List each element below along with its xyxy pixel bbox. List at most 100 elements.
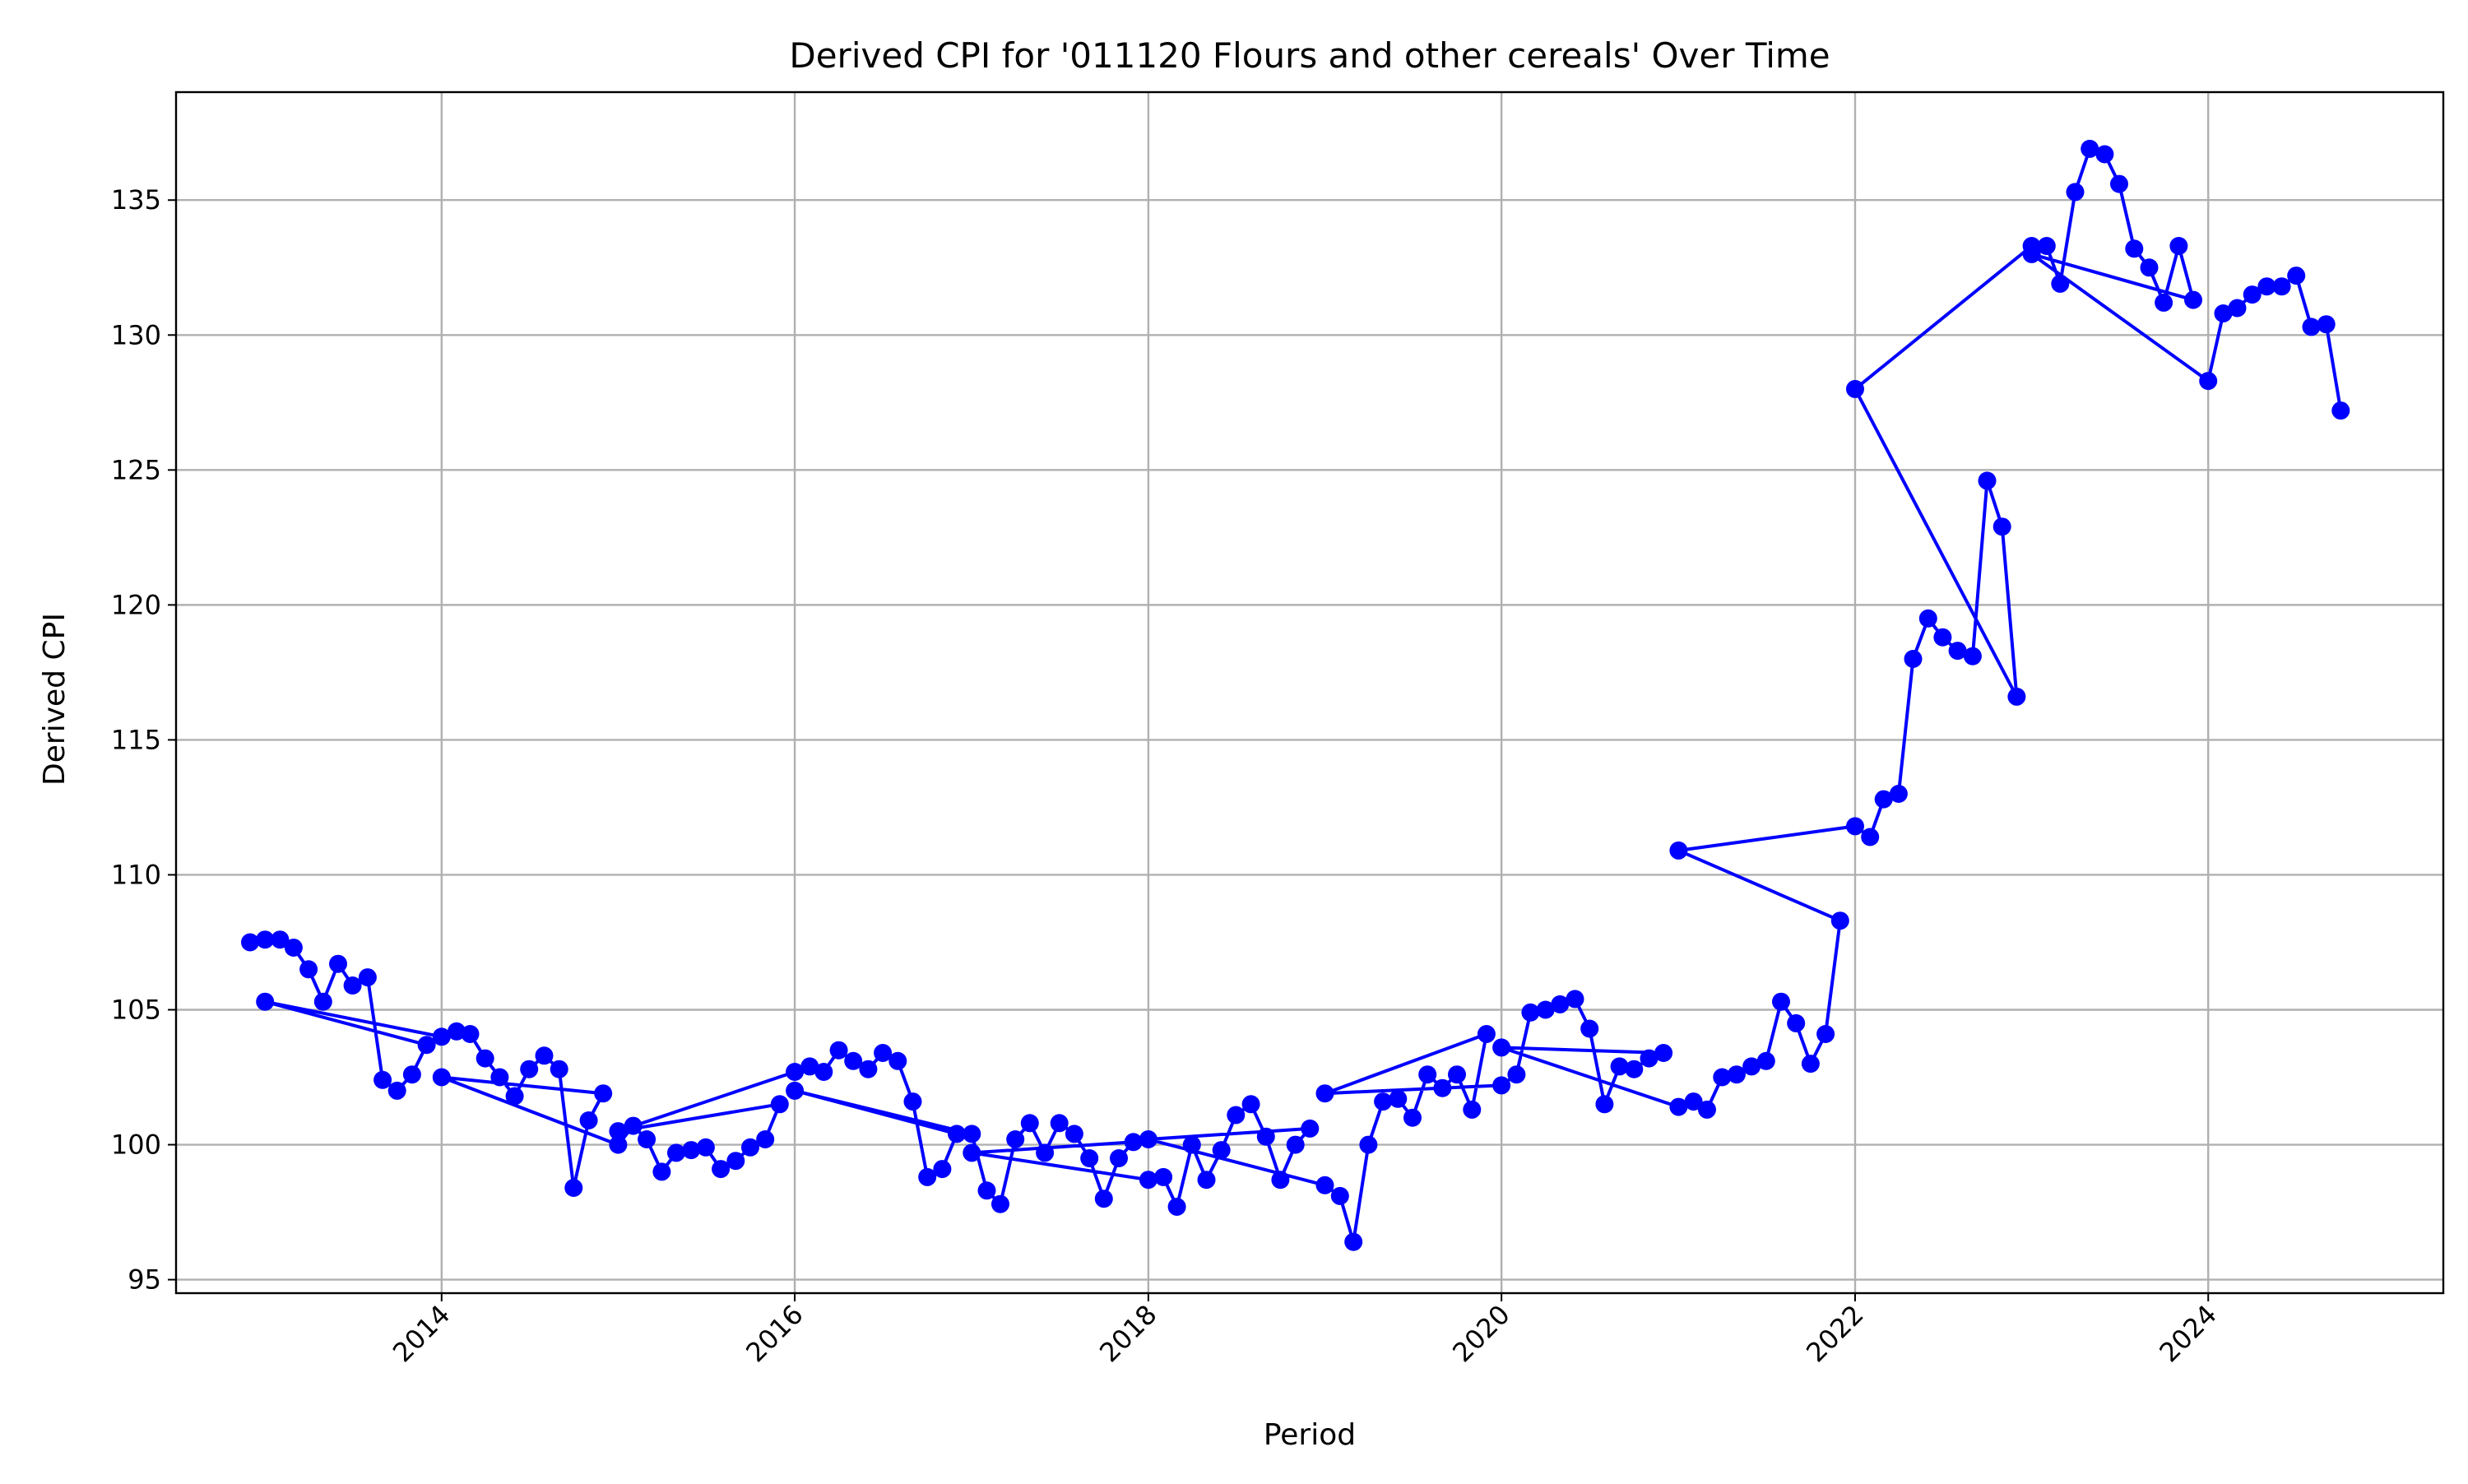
data-point: [1948, 642, 1967, 661]
data-point: [786, 1063, 805, 1081]
data-point: [1006, 1130, 1025, 1148]
data-point: [933, 1160, 952, 1179]
data-point: [579, 1111, 598, 1129]
data-point: [432, 1027, 451, 1046]
data-point: [2081, 139, 2099, 158]
data-point: [1080, 1149, 1099, 1167]
data-point: [1846, 379, 1864, 398]
data-point: [402, 1065, 421, 1084]
data-point: [1403, 1108, 1422, 1127]
grid: [176, 92, 2443, 1293]
data-point: [1861, 828, 1880, 846]
data-point: [1154, 1167, 1173, 1186]
data-point: [1197, 1171, 1216, 1190]
data-point: [1566, 990, 1584, 1009]
data-point: [490, 1068, 509, 1087]
data-point: [1359, 1135, 1378, 1154]
data-point: [2095, 145, 2114, 164]
data-point: [1477, 1025, 1496, 1043]
data-point: [1830, 911, 1849, 930]
data-point: [2007, 687, 2026, 706]
data-point: [1756, 1051, 1775, 1070]
data-point: [1698, 1100, 1716, 1119]
data-point: [2051, 274, 2070, 293]
data-point: [1448, 1065, 1466, 1084]
data-point: [1727, 1065, 1746, 1084]
plot-frame: [174, 90, 2445, 1295]
data-point: [1625, 1060, 1644, 1078]
data-point: [786, 1081, 805, 1100]
data-point: [2125, 239, 2144, 258]
y-tick-label: 120: [111, 589, 161, 620]
y-tick-label: 125: [111, 454, 161, 485]
y-tick-label: 135: [111, 184, 161, 216]
chart-title: Derived CPI for '011120 Flours and other…: [789, 35, 1830, 76]
data-point: [2169, 237, 2188, 255]
data-point: [991, 1194, 1009, 1213]
data-point: [448, 1022, 466, 1041]
data-point: [2140, 258, 2159, 277]
data-point: [417, 1036, 436, 1055]
data-point: [1992, 517, 2011, 536]
data-point: [1772, 992, 1790, 1011]
data-point: [2214, 304, 2233, 322]
data-point: [1286, 1135, 1305, 1154]
data-point: [888, 1051, 907, 1070]
data-point: [1374, 1092, 1393, 1111]
data-point: [343, 976, 362, 995]
data-point: [977, 1181, 996, 1200]
data-point: [609, 1135, 628, 1154]
data-point: [550, 1060, 568, 1078]
data-point: [652, 1162, 671, 1181]
data-point: [963, 1125, 981, 1143]
data-point: [1020, 1114, 1039, 1133]
data-point: [1742, 1057, 1761, 1076]
data-point: [432, 1068, 451, 1087]
data-point: [1889, 785, 1908, 803]
data-point: [770, 1095, 789, 1114]
data-point: [1640, 1049, 1658, 1068]
data-point: [520, 1060, 539, 1078]
data-point: [682, 1141, 701, 1160]
data-point: [256, 992, 275, 1011]
y-tick-label: 115: [111, 724, 161, 755]
data-point: [299, 960, 318, 979]
data-point: [1036, 1143, 1055, 1162]
data-point: [329, 954, 347, 973]
data-point: [256, 930, 275, 949]
data-point: [373, 1070, 392, 1089]
data-point: [1787, 1013, 1806, 1032]
data-point: [1139, 1130, 1157, 1148]
data-point: [1227, 1106, 1246, 1125]
data-point: [1389, 1089, 1408, 1108]
y-tick-label: 95: [128, 1264, 161, 1296]
data-point: [505, 1087, 524, 1106]
data-point: [1315, 1176, 1334, 1194]
data-point: [1344, 1232, 1363, 1251]
data-point: [1874, 790, 1893, 809]
data-point: [1492, 1076, 1511, 1095]
data-point: [1846, 817, 1864, 836]
data-point: [712, 1160, 731, 1179]
data-point: [2037, 237, 2056, 255]
data-point: [387, 1081, 406, 1100]
data-point: [814, 1063, 833, 1081]
data-point: [638, 1130, 656, 1148]
data-point: [696, 1138, 715, 1157]
data-point: [1816, 1025, 1835, 1043]
data-point: [1110, 1149, 1128, 1167]
y-tick-label: 105: [111, 995, 161, 1026]
data-point: [2243, 285, 2262, 304]
data-point: [2317, 315, 2336, 334]
data-point: [2302, 318, 2321, 336]
data-point: [800, 1057, 819, 1076]
data-point: [1595, 1095, 1614, 1114]
data-point: [313, 992, 332, 1011]
data-point: [564, 1179, 583, 1197]
data-point: [1139, 1171, 1157, 1190]
data-point: [918, 1167, 937, 1186]
data-point: [2228, 299, 2247, 318]
y-tick-label: 110: [111, 859, 161, 890]
data-point: [1669, 841, 1688, 860]
